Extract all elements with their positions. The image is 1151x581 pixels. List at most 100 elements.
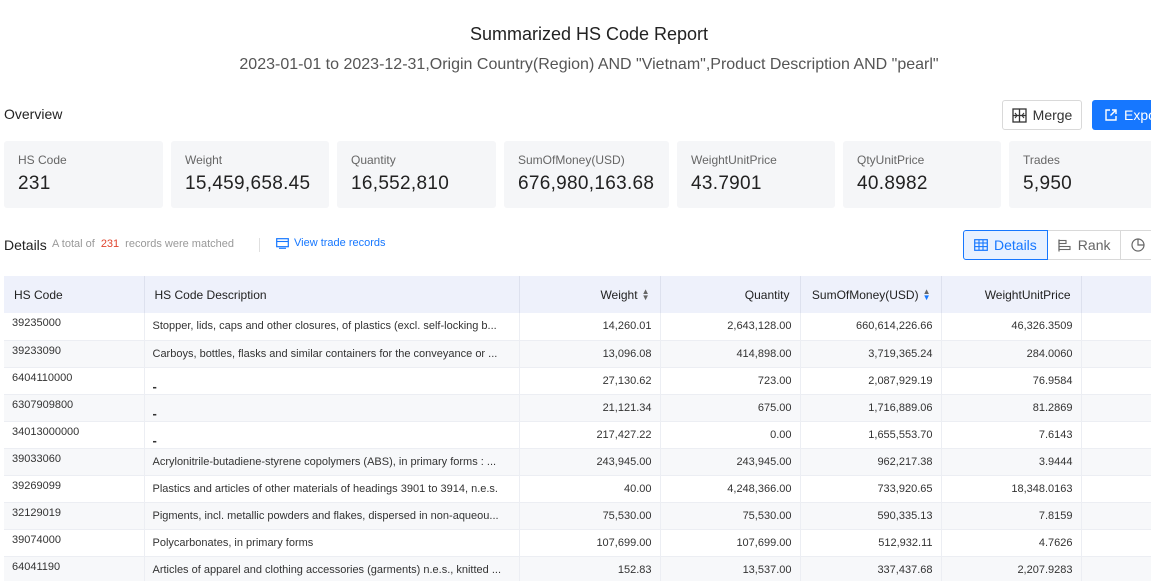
- description-cell: Pigments, incl. metallic powders and fla…: [144, 502, 520, 530]
- description-cell: -: [144, 421, 520, 449]
- export-button[interactable]: Expo: [1092, 100, 1151, 130]
- table-row[interactable]: 39269099 Plastics and articles of other m…: [4, 475, 1151, 503]
- hs-code-cell: 6307909800: [4, 394, 145, 422]
- qty-unit-price-cell: [1081, 421, 1151, 449]
- description-cell: Acrylonitrile-butadiene-styrene copolyme…: [144, 448, 520, 476]
- hs-code-cell: 34013000000: [4, 421, 145, 449]
- qty-unit-price-cell: [1081, 340, 1151, 368]
- table-icon: [974, 239, 988, 251]
- weight-unit-price-cell: 46,326.3509: [941, 313, 1082, 341]
- stat-card-weight: Weight 15,459,658.45: [171, 141, 329, 208]
- overview-cards: HS Code 231 Weight 15,459,658.45 Quantit…: [4, 141, 1151, 208]
- matched-prefix: A total of: [52, 238, 95, 250]
- stat-value: 40.8982: [857, 173, 928, 194]
- tab-rank-label: Rank: [1077, 237, 1111, 253]
- table-row[interactable]: 6307909800-21,121.34 675.00 1,716,889.06 81…: [4, 394, 1151, 422]
- merge-button[interactable]: Merge: [1002, 100, 1082, 130]
- stat-card-trades: Trades 5,950: [1009, 141, 1151, 208]
- weight-cell: 75,530.00: [519, 502, 661, 530]
- pie-chart-icon: [1131, 238, 1146, 252]
- weight-unit-price-cell: 76.9584: [941, 367, 1082, 395]
- stat-card-hs-code: HS Code 231: [4, 141, 163, 208]
- table-row[interactable]: 39074000 Polycarbonates, in primary forms…: [4, 529, 1151, 557]
- column-header-weight[interactable]: Weight ▲ ▼: [519, 276, 661, 313]
- hs-code-cell: 64041190: [4, 556, 145, 581]
- sum-of-money-cell: 590,335.13: [800, 502, 942, 530]
- hs-code-cell: 39233090: [4, 340, 145, 368]
- view-trade-records-link[interactable]: View trade records: [276, 237, 386, 249]
- description-cell: Stopper, lids, caps and other closures, …: [144, 313, 520, 341]
- sum-of-money-cell: 962,217.38: [800, 448, 942, 476]
- sort-desc-icon[interactable]: ▲ ▼: [922, 287, 931, 303]
- table-row[interactable]: 34013000000-217,427.22 0.00 1,655,553.70 7.…: [4, 421, 1151, 449]
- details-heading: Details: [4, 237, 47, 253]
- stat-value: 231: [18, 173, 51, 194]
- report-subtitle: 2023-01-01 to 2023-12-31,Origin Country(…: [239, 56, 939, 73]
- tab-details-label: Details: [994, 237, 1037, 253]
- table-row[interactable]: 39033060 Acrylonitrile-butadiene-styrene …: [4, 448, 1151, 476]
- stat-value: 43.7901: [691, 173, 762, 194]
- column-header-weight-unit-price: WeightUnitPrice: [941, 276, 1082, 313]
- table-row[interactable]: 39233090 Carboys, bottles, flasks and sim…: [4, 340, 1151, 368]
- table-row[interactable]: 64041190 Articles of apparel and clothing…: [4, 556, 1151, 581]
- stat-label: SumOfMoney(USD): [518, 153, 625, 167]
- weight-unit-price-cell: 3.9444: [941, 448, 1082, 476]
- matched-count: 231: [100, 238, 120, 250]
- sort-icon[interactable]: ▲ ▼: [641, 287, 650, 303]
- qty-unit-price-cell: [1081, 475, 1151, 503]
- report-title: Summarized HS Code Report: [469, 24, 709, 44]
- column-header-quantity: Quantity: [660, 276, 801, 313]
- tab-details[interactable]: Details: [963, 230, 1048, 260]
- records-icon: [276, 237, 289, 249]
- table-header-row: HS Code HS Code Description Weight ▲ ▼ Qua…: [4, 276, 1151, 313]
- tab-rank[interactable]: Rank: [1047, 230, 1122, 260]
- hs-code-cell: 32129019: [4, 502, 145, 530]
- sum-of-money-cell: 1,716,889.06: [800, 394, 942, 422]
- quantity-cell: 75,530.00: [660, 502, 801, 530]
- description-cell: -: [144, 367, 520, 395]
- sum-of-money-cell: 660,614,226.66: [800, 313, 942, 341]
- weight-unit-price-cell: 2,207.9283: [941, 556, 1082, 581]
- quantity-cell: 107,699.00: [660, 529, 801, 557]
- weight-unit-price-cell: 7.8159: [941, 502, 1082, 530]
- qty-unit-price-cell: [1081, 529, 1151, 557]
- weight-cell: 107,699.00: [519, 529, 661, 557]
- quantity-cell: 723.00: [660, 367, 801, 395]
- weight-cell: 243,945.00: [519, 448, 661, 476]
- table-row[interactable]: 32129019 Pigments, incl. metallic powders…: [4, 502, 1151, 530]
- quantity-cell: 675.00: [660, 394, 801, 422]
- tab-ratio[interactable]: Ra: [1121, 230, 1151, 260]
- stat-card-qty-unit-price: QtyUnitPrice 40.8982: [843, 141, 1001, 208]
- export-button-label: Expo: [1124, 107, 1151, 123]
- divider: [259, 238, 260, 252]
- stat-label: HS Code: [18, 153, 67, 167]
- weight-unit-price-cell: 7.6143: [941, 421, 1082, 449]
- qty-unit-price-cell: [1081, 502, 1151, 530]
- weight-cell: 27,130.62: [519, 367, 661, 395]
- weight-unit-price-cell: 4.7626: [941, 529, 1082, 557]
- table-row[interactable]: 39235000 Stopper, lids, caps and other cl…: [4, 313, 1151, 341]
- sum-of-money-cell: 512,932.11: [800, 529, 942, 557]
- stat-value: 5,950: [1023, 173, 1073, 194]
- weight-unit-price-cell: 284.0060: [941, 340, 1082, 368]
- stat-label: Weight: [185, 153, 223, 167]
- hs-code-cell: 39235000: [4, 313, 145, 341]
- stat-card-sum-of-money: SumOfMoney(USD) 676,980,163.68: [504, 141, 669, 208]
- hs-code-cell: 39033060: [4, 448, 145, 476]
- column-header-qty-unit-price: Q: [1081, 276, 1151, 313]
- qty-unit-price-cell: [1081, 367, 1151, 395]
- sum-of-money-cell: 3,719,365.24: [800, 340, 942, 368]
- sum-of-money-cell: 2,087,929.19: [800, 367, 942, 395]
- stat-card-weight-unit-price: WeightUnitPrice 43.7901: [677, 141, 835, 208]
- quantity-cell: 2,643,128.00: [660, 313, 801, 341]
- quantity-cell: 4,248,366.00: [660, 475, 801, 503]
- table-row[interactable]: 6404110000-27,130.62 723.00 2,087,929.19 76…: [4, 367, 1151, 395]
- merge-button-label: Merge: [1032, 107, 1073, 123]
- stat-card-quantity: Quantity 16,552,810: [337, 141, 496, 208]
- description-cell: Plastics and articles of other materials…: [144, 475, 520, 503]
- description-cell: -: [144, 394, 520, 422]
- column-header-sum-of-money[interactable]: SumOfMoney(USD) ▲ ▼: [800, 276, 942, 313]
- merge-icon: [1012, 107, 1027, 123]
- stat-value: 16,552,810: [351, 173, 450, 194]
- stat-label: QtyUnitPrice: [857, 153, 925, 167]
